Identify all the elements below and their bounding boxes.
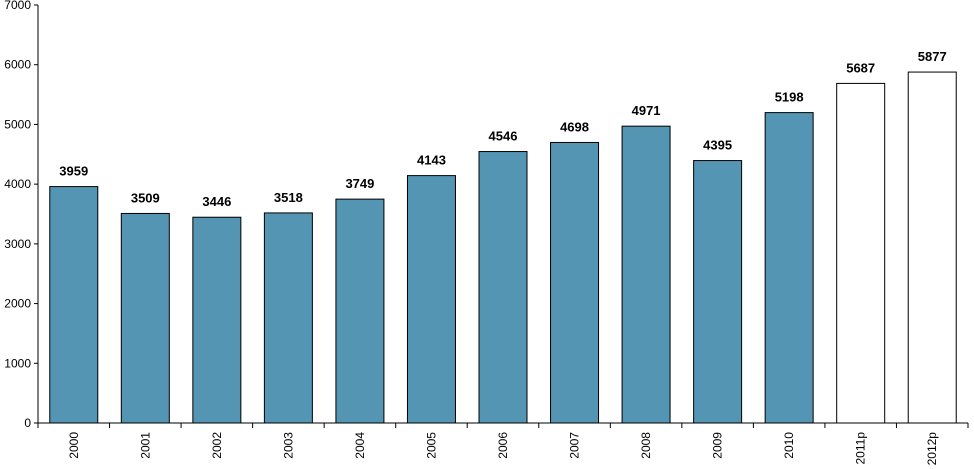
x-tick-label: 2011p xyxy=(854,432,868,465)
x-tick-label: 2008 xyxy=(639,432,653,459)
bar xyxy=(693,160,743,424)
bar-projected xyxy=(836,82,886,424)
y-tick-label: 6000 xyxy=(4,58,31,72)
bar xyxy=(406,175,456,424)
x-tick-label: 2001 xyxy=(138,432,152,459)
x-tick-label: 2012p xyxy=(925,432,939,466)
y-tick-label: 1000 xyxy=(4,356,31,370)
y-tick-label: 5000 xyxy=(4,117,31,131)
x-axis: 2000 2001 2002 2003 2004 2005 2006 2007 2008 2009… xyxy=(37,422,969,466)
bar-value-label: 4698 xyxy=(560,119,589,134)
bar xyxy=(49,186,99,424)
bar xyxy=(478,151,528,424)
x-tick-label: 2009 xyxy=(711,432,725,459)
bar xyxy=(192,216,242,424)
bar-value-label: 3959 xyxy=(59,164,88,179)
y-axis: 0 1000 2000 3000 4000 5000 6000 7000 xyxy=(4,0,39,430)
bar xyxy=(335,198,385,424)
bar-value-label: 3518 xyxy=(274,190,303,205)
bar-value-label: 4971 xyxy=(632,103,661,118)
x-tick-label: 2005 xyxy=(424,432,438,459)
y-tick-label: 0 xyxy=(24,416,31,430)
y-tick-label: 4000 xyxy=(4,177,31,191)
bar-value-label: 4546 xyxy=(489,129,518,144)
y-tick-label: 7000 xyxy=(4,0,31,12)
x-tick-label: 2010 xyxy=(782,432,796,459)
bar xyxy=(263,212,313,424)
bar xyxy=(120,212,170,424)
bars xyxy=(49,71,957,424)
bar-projected xyxy=(907,71,957,424)
bar-value-label: 4395 xyxy=(703,138,732,153)
x-tick-label: 2000 xyxy=(67,432,81,459)
bar xyxy=(550,141,600,424)
bar xyxy=(764,112,814,424)
x-tick-label: 2002 xyxy=(210,432,224,459)
y-tick-label: 2000 xyxy=(4,297,31,311)
bar-value-label: 4143 xyxy=(417,153,446,168)
bar xyxy=(621,125,671,424)
data-labels: 3959 3509 3446 3518 3749 4143 4546 4698 4971 4395… xyxy=(59,49,946,209)
x-tick-label: 2003 xyxy=(281,432,295,459)
x-tick-label: 2004 xyxy=(353,432,367,459)
x-tick-label: 2007 xyxy=(568,432,582,459)
x-tick-label: 2006 xyxy=(496,432,510,459)
bar-value-label: 3749 xyxy=(345,176,374,191)
bar-value-label: 5877 xyxy=(918,49,947,64)
y-tick-label: 3000 xyxy=(4,237,31,251)
bar-value-label: 5198 xyxy=(775,90,804,105)
bar-value-label: 5687 xyxy=(846,60,875,75)
bar-value-label: 3446 xyxy=(202,194,231,209)
bar-value-label: 3509 xyxy=(131,190,160,205)
